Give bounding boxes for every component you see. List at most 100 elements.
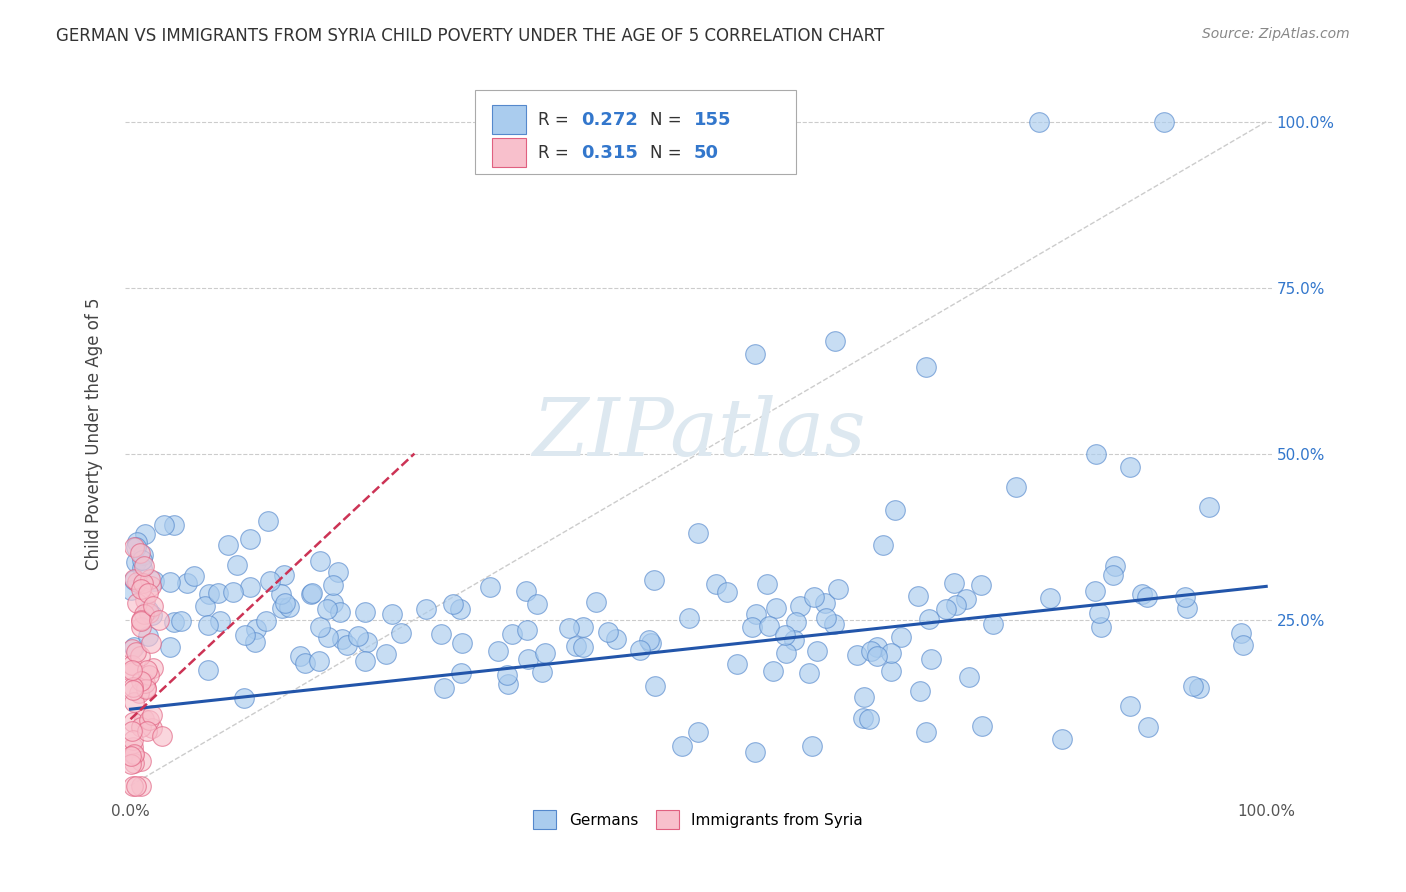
Point <box>239 533 262 547</box>
Text: N =: N = <box>650 144 688 161</box>
Point <box>356 635 378 649</box>
Point <box>914 725 936 739</box>
Point <box>197 617 219 632</box>
Point <box>122 747 145 762</box>
Point <box>139 572 162 586</box>
Point <box>134 526 156 541</box>
Point <box>153 518 176 533</box>
Point <box>141 635 163 649</box>
Point <box>308 654 330 668</box>
Point <box>571 640 593 654</box>
Point <box>935 602 957 616</box>
Point <box>159 640 181 655</box>
Point <box>139 579 162 593</box>
Text: ZIPatlas: ZIPatlas <box>531 395 865 473</box>
Point <box>163 518 186 533</box>
Point <box>806 644 828 658</box>
Point <box>785 615 807 630</box>
Point <box>704 577 727 591</box>
Point <box>217 538 239 552</box>
Point <box>565 639 588 653</box>
Point <box>872 538 894 552</box>
Point <box>783 632 806 647</box>
Point <box>124 540 146 554</box>
Point <box>148 613 170 627</box>
Point <box>134 676 156 690</box>
Point <box>309 620 332 634</box>
Point <box>135 682 157 697</box>
Point <box>301 586 323 600</box>
Point <box>884 503 907 517</box>
Point <box>135 681 157 695</box>
Point <box>441 597 464 611</box>
Point <box>347 629 370 643</box>
Point <box>176 576 198 591</box>
Point <box>496 668 519 682</box>
Point <box>170 615 193 629</box>
Point <box>225 558 247 572</box>
Point <box>643 574 665 588</box>
Text: 50: 50 <box>693 144 718 161</box>
Point <box>907 590 929 604</box>
Point <box>803 590 825 604</box>
Point <box>278 599 301 614</box>
Point <box>125 555 148 569</box>
Point <box>141 721 163 735</box>
Point <box>688 725 710 739</box>
Point <box>678 611 700 625</box>
Point <box>972 719 994 733</box>
Point <box>122 640 145 654</box>
Point <box>914 360 936 375</box>
Point <box>162 615 184 629</box>
Point <box>122 748 145 763</box>
Point <box>860 644 883 658</box>
Point <box>271 601 294 615</box>
Point <box>773 627 796 641</box>
Point <box>585 595 607 609</box>
Point <box>496 677 519 691</box>
Point <box>125 779 148 793</box>
Point <box>765 601 787 615</box>
Point <box>920 652 942 666</box>
Point <box>288 648 311 663</box>
Point <box>132 712 155 726</box>
Point <box>389 626 412 640</box>
Point <box>716 585 738 599</box>
Point <box>128 546 150 560</box>
Point <box>797 666 820 681</box>
Point <box>853 690 876 704</box>
Point <box>124 756 146 771</box>
Point <box>1188 681 1211 696</box>
Point <box>671 739 693 754</box>
Point <box>1119 459 1142 474</box>
Point <box>741 619 763 633</box>
Point <box>598 624 620 639</box>
Point <box>605 632 627 647</box>
Text: 155: 155 <box>693 111 731 128</box>
Point <box>1050 732 1073 747</box>
Text: GERMAN VS IMMIGRANTS FROM SYRIA CHILD POVERTY UNDER THE AGE OF 5 CORRELATION CHA: GERMAN VS IMMIGRANTS FROM SYRIA CHILD PO… <box>56 27 884 45</box>
Point <box>125 645 148 659</box>
Point <box>121 723 143 738</box>
Text: N =: N = <box>650 111 688 128</box>
Point <box>129 620 152 634</box>
Legend: Germans, Immigrants from Syria: Germans, Immigrants from Syria <box>527 805 869 835</box>
Point <box>129 779 152 793</box>
Point <box>125 597 148 611</box>
Point <box>257 514 280 528</box>
Point <box>239 580 262 594</box>
Point <box>762 664 785 678</box>
Point <box>274 596 297 610</box>
Point <box>121 665 143 679</box>
Point <box>141 607 163 622</box>
Point <box>122 572 145 586</box>
Point <box>129 582 152 597</box>
Point <box>122 695 145 709</box>
Point <box>381 607 404 621</box>
Point <box>233 690 256 705</box>
Point <box>815 610 838 624</box>
Point <box>945 598 967 612</box>
Point <box>120 749 142 764</box>
Point <box>233 628 256 642</box>
Point <box>125 535 148 549</box>
